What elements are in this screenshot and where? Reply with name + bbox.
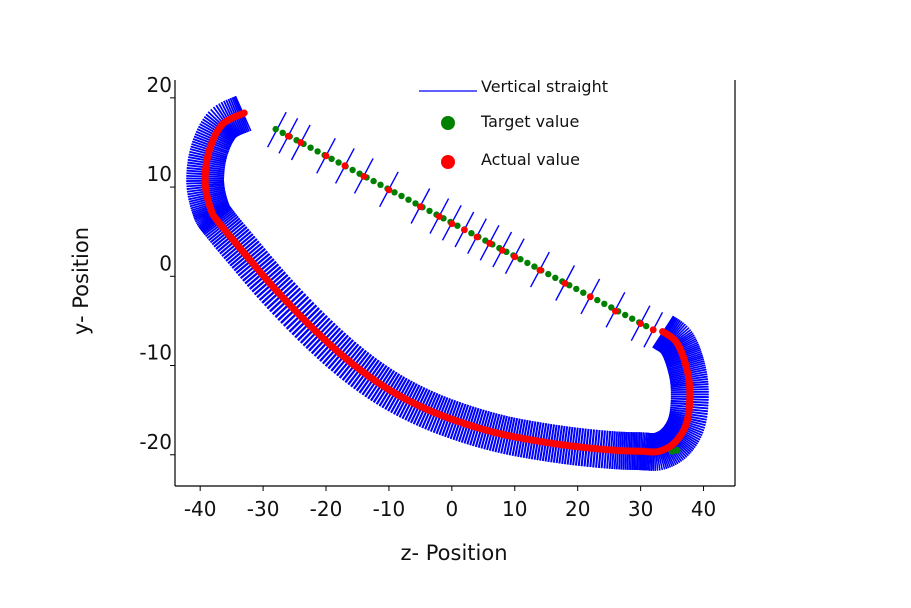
x-axis-label: z- Position <box>400 541 507 565</box>
target-value-point <box>370 177 377 185</box>
target-value-point <box>454 222 461 229</box>
actual-value-point <box>536 266 544 274</box>
y-tick-label: -20 <box>139 430 172 454</box>
target-value-point <box>629 315 636 322</box>
target-value-point <box>391 189 398 196</box>
target-value-point <box>580 289 587 296</box>
target-value-point <box>314 148 321 155</box>
target-value-point <box>673 446 681 454</box>
legend-label-actual-value: Actual value <box>481 150 580 169</box>
actual-value-point <box>461 226 468 234</box>
target-value-point <box>517 256 524 263</box>
actual-value-point <box>612 307 619 315</box>
actual-value-point <box>284 132 292 140</box>
x-tick-label: 40 <box>691 497 716 521</box>
actual-value-point <box>511 253 519 261</box>
x-ticks: -40 -30 -20 -10 0 10 20 30 40 <box>184 486 716 521</box>
x-tick-label: -20 <box>310 497 343 521</box>
target-value-point <box>307 144 314 151</box>
y-ticks: 20 10 0 -10 -20 <box>139 73 175 456</box>
target-value-point <box>545 270 552 278</box>
y-tick-label: 0 <box>159 251 172 275</box>
legend-label-target-value: Target value <box>480 112 579 131</box>
x-tick-label: 30 <box>628 497 653 521</box>
target-value-point <box>279 129 286 136</box>
actual-value-point <box>473 233 481 241</box>
actual-value-point <box>637 320 644 327</box>
actual-value-point <box>435 213 443 220</box>
y-tick-label: -10 <box>139 341 172 365</box>
actual-value-point <box>486 239 493 247</box>
x-tick-label: 20 <box>565 497 590 521</box>
target-value-point <box>398 192 405 200</box>
y-tick-label: 10 <box>147 162 172 186</box>
target-value-point <box>524 259 531 267</box>
actual-value-series <box>201 109 694 456</box>
legend: Vertical straight Target value Actual va… <box>419 77 608 169</box>
actual-value-point <box>448 220 456 228</box>
actual-value-point <box>498 247 506 254</box>
target-value-point <box>622 311 629 319</box>
x-tick-label: -10 <box>373 497 406 521</box>
actual-value-point <box>360 173 368 180</box>
actual-value-point <box>417 203 424 211</box>
actual-value-point <box>322 152 330 160</box>
actual-value-point <box>297 139 305 146</box>
y-axis-label: y- Position <box>69 227 93 335</box>
y-tick-label: 20 <box>147 73 172 97</box>
target-value-point <box>328 155 335 162</box>
target-value-point <box>531 263 538 270</box>
target-value-point <box>601 300 608 307</box>
actual-value-point <box>586 293 594 301</box>
target-value-point <box>594 296 601 304</box>
target-value-point <box>573 285 580 293</box>
target-value-point <box>377 181 384 188</box>
target-value-point <box>272 125 279 133</box>
target-value-point <box>468 230 475 237</box>
actual-value-point <box>649 326 657 334</box>
axes <box>174 80 736 487</box>
target-value-point <box>412 200 419 207</box>
actual-value-point <box>385 186 393 194</box>
actual-value-point <box>561 280 569 287</box>
target-value-point <box>643 322 650 330</box>
target-value-point <box>405 196 412 203</box>
target-value-point <box>349 166 356 174</box>
target-value-point <box>335 159 342 166</box>
x-tick-label: -40 <box>184 497 217 521</box>
legend-dot-target-value <box>441 116 455 130</box>
target-value-point <box>426 207 433 215</box>
x-tick-label: 10 <box>502 497 527 521</box>
actual-value-point <box>341 162 349 170</box>
target-value-series <box>272 125 681 455</box>
x-tick-label: -30 <box>247 497 280 521</box>
x-tick-label: 0 <box>445 497 458 521</box>
target-value-point <box>552 274 559 281</box>
legend-dot-actual-value <box>441 155 455 169</box>
legend-label-vertical-straight: Vertical straight <box>481 77 608 96</box>
actual-value-curve <box>201 109 694 456</box>
